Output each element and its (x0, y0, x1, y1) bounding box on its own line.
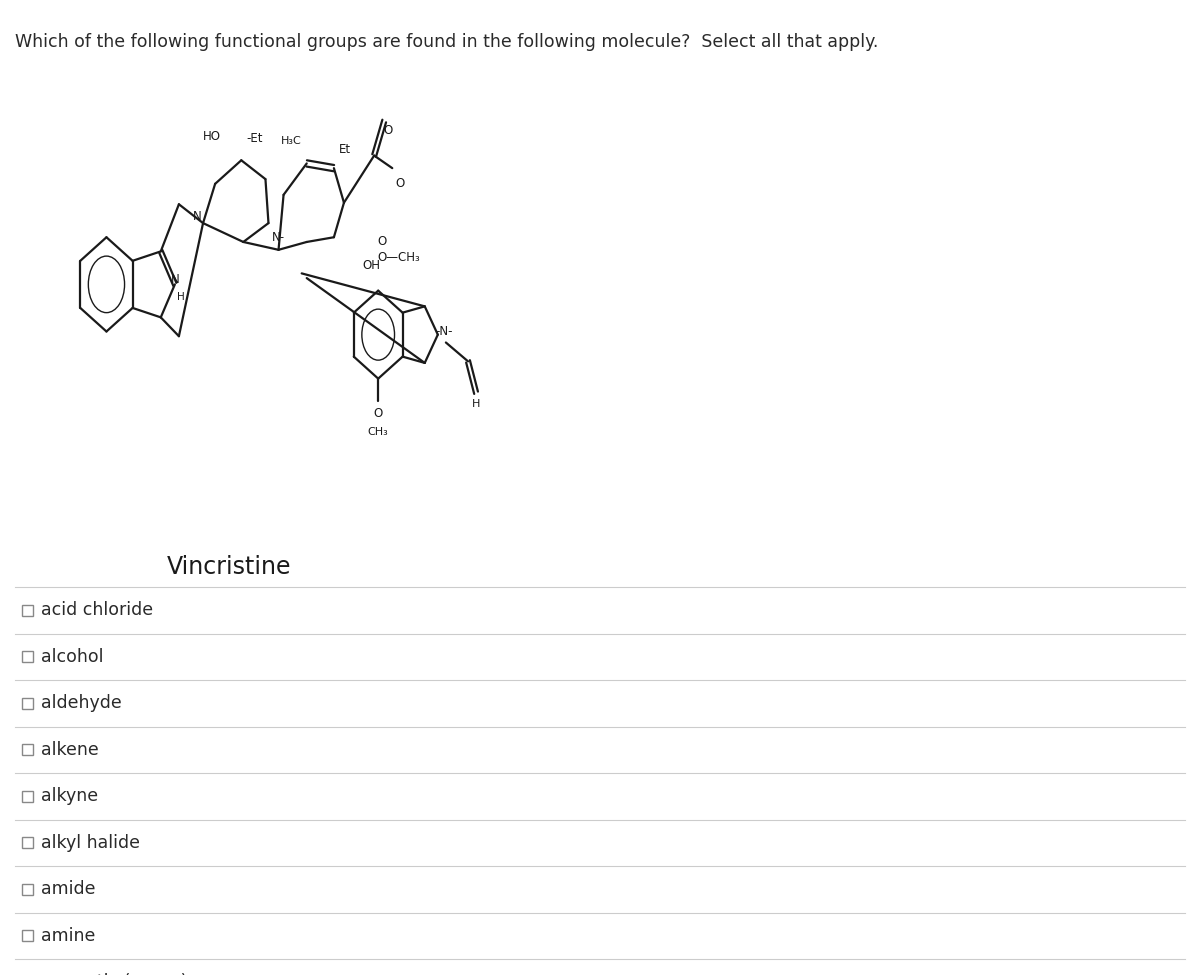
Text: Et: Et (338, 142, 352, 156)
Text: N-: N- (272, 231, 286, 244)
Text: alcohol: alcohol (41, 647, 103, 666)
Text: alkyne: alkyne (41, 787, 98, 805)
Text: N: N (193, 211, 202, 223)
Text: H: H (178, 292, 185, 302)
Bar (22, 604, 34, 616)
Bar (22, 791, 34, 801)
Text: O—CH₃: O—CH₃ (377, 252, 420, 264)
Text: -N-: -N- (436, 325, 452, 338)
Text: N: N (170, 273, 179, 287)
Bar (22, 838, 34, 848)
Text: acid chloride: acid chloride (41, 602, 154, 619)
Text: CH₃: CH₃ (368, 427, 389, 437)
Text: -Et: -Et (246, 132, 263, 145)
Bar (22, 883, 34, 895)
Text: Vincristine: Vincristine (167, 555, 292, 579)
Text: O: O (384, 124, 392, 136)
Text: Which of the following functional groups are found in the following molecule?  S: Which of the following functional groups… (14, 33, 878, 51)
Text: O: O (373, 407, 383, 419)
Text: alkyl halide: alkyl halide (41, 834, 140, 852)
Text: amine: amine (41, 927, 95, 945)
Text: OH: OH (362, 259, 380, 272)
Bar (22, 651, 34, 662)
Text: amide: amide (41, 880, 96, 898)
Text: HO: HO (203, 131, 221, 143)
Text: H: H (472, 399, 480, 409)
Text: O: O (378, 236, 386, 249)
Bar (22, 698, 34, 709)
Text: aromatic (arene): aromatic (arene) (41, 973, 187, 975)
Text: aldehyde: aldehyde (41, 694, 121, 713)
Bar (22, 744, 34, 756)
Text: H₃C: H₃C (281, 136, 301, 146)
Bar (22, 930, 34, 941)
Text: alkene: alkene (41, 741, 98, 759)
Text: O: O (396, 177, 404, 190)
